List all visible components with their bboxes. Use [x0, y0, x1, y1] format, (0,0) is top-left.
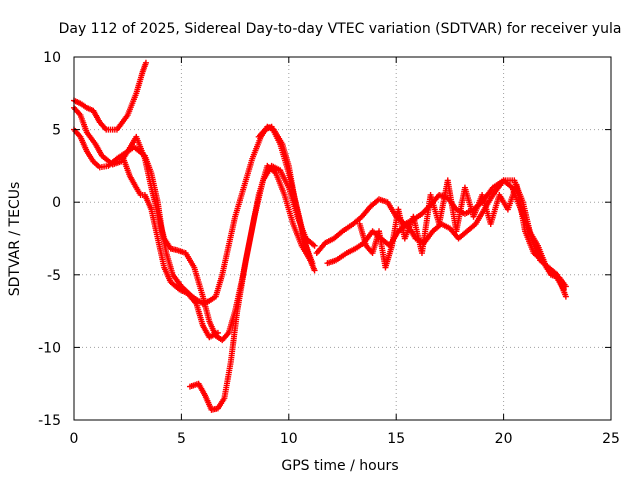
y-tick-label: 0 — [52, 195, 61, 211]
data-point — [309, 260, 316, 267]
series-track-e — [186, 162, 318, 413]
gridlines — [74, 57, 611, 420]
x-tick-label: 0 — [70, 431, 79, 447]
x-tick-label: 5 — [177, 431, 186, 447]
y-tick-label: -5 — [47, 268, 61, 284]
data-series — [71, 59, 569, 413]
data-point — [311, 267, 318, 274]
plot-frame — [73, 56, 612, 421]
y-tick-label: -10 — [38, 340, 61, 356]
data-point — [142, 59, 149, 66]
x-tick-label: 25 — [602, 431, 620, 447]
y-tick-label: 5 — [52, 123, 61, 139]
axis-ticks: 0 5 10 15 20 25 -15 -10 -5 0 5 10 — [38, 50, 620, 447]
y-axis-label: SDTVAR / TECUs — [7, 182, 23, 297]
series-track-i — [255, 123, 316, 267]
data-point — [214, 329, 221, 336]
x-tick-label: 20 — [495, 431, 513, 447]
x-tick-label: 10 — [280, 431, 298, 447]
x-axis-label: GPS time / hours — [281, 458, 398, 474]
data-point — [311, 242, 318, 249]
chart-title: Day 112 of 2025, Sidereal Day-to-day VTE… — [59, 21, 622, 37]
y-tick-label: -15 — [38, 413, 61, 429]
x-tick-label: 15 — [387, 431, 405, 447]
data-point — [562, 283, 569, 290]
series-track-d — [120, 155, 221, 341]
series-track-a — [71, 59, 149, 133]
data-point — [562, 293, 569, 300]
series-track-h — [356, 177, 569, 290]
y-tick-label: 10 — [43, 50, 61, 66]
series-track-b — [71, 123, 318, 307]
